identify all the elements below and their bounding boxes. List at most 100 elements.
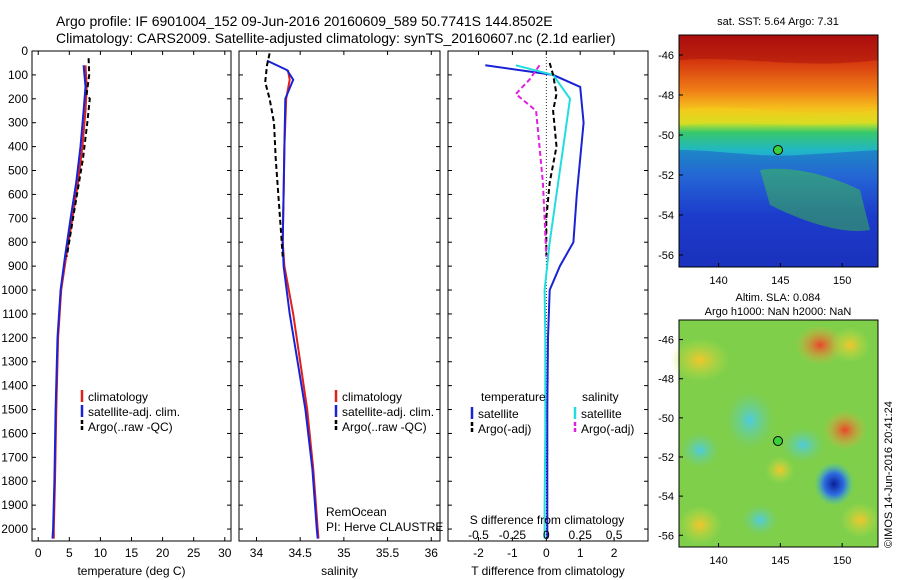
annotation-text: PI: Herve CLAUSTRE [326, 520, 443, 534]
s-tick-label: -0.5 [468, 528, 489, 542]
difference-series-s-satellite [515, 64, 572, 539]
sst-map: sat. SST: 5.64 Argo: 7.31 -46 -48 -50 -52 -5… [658, 16, 879, 287]
difference-xlabel: T difference from climatology [471, 564, 625, 578]
x-tick-label: 15 [125, 546, 139, 560]
y-tick-label: 1900 [1, 498, 28, 512]
x-tick-label: 34 [250, 546, 264, 560]
y-tick-label: 700 [8, 211, 28, 225]
map-y-tick-label: -56 [658, 530, 674, 542]
map-y-tick-label: -48 [658, 374, 674, 386]
temperature-frame [31, 50, 232, 542]
sst-map-title: sat. SST: 5.64 Argo: 7.31 [717, 16, 839, 28]
legend-label: Argo(-adj) [478, 422, 531, 436]
y-tick-label: 300 [8, 116, 28, 130]
map-x-tick-label: 140 [709, 555, 727, 567]
difference-series-t-argo [545, 62, 558, 257]
map-y-tick-label: -46 [658, 50, 674, 62]
y-tick-label: 1700 [1, 450, 28, 464]
temperature-xlabel: temperature (deg C) [77, 564, 185, 578]
y-tick-label: 400 [8, 140, 28, 154]
legend-label: satellite [581, 407, 622, 421]
x-tick-label: 34.5 [288, 546, 312, 560]
y-tick-label: 1000 [1, 283, 28, 297]
map-x-tick-label: 140 [709, 275, 727, 287]
salinity-frame [238, 50, 441, 542]
legend-label: Argo(-adj) [581, 422, 634, 436]
map-y-tick-label: -52 [658, 170, 674, 182]
y-tick-label: 800 [8, 235, 28, 249]
legend-label: climatology [342, 390, 402, 404]
x-tick-label: 25 [187, 546, 201, 560]
map-y-tick-label: -50 [658, 130, 674, 142]
annotation-text: RemOcean [326, 505, 387, 519]
map-y-tick-label: -56 [658, 250, 674, 262]
map-y-tick-label: -52 [658, 452, 674, 464]
map-x-tick-label: 150 [833, 275, 851, 287]
temperature-panel: 0 5 10 15 20 25 30 temperature (deg C) 0 100 200 30… [1, 44, 231, 578]
sla-map: Altim. SLA: 0.084 Argo h1000: NaN h2000:… [658, 292, 880, 567]
difference-series-s-argo [514, 64, 548, 257]
map-x-tick-label: 145 [771, 555, 789, 567]
salinity-xlabel: salinity [321, 564, 358, 578]
s-tick-label: 0.25 [569, 528, 593, 542]
sla-map-title-2: Argo h1000: NaN h2000: NaN [705, 306, 852, 318]
y-tick-label: 1600 [1, 426, 28, 440]
x-tick-label: 35 [337, 546, 351, 560]
imos-stamp: ©IMOS 14-Jun-2016 20:41:24 [883, 401, 895, 548]
x-tick-label: 1 [577, 546, 584, 560]
legend-label: satellite-adj. clim. [342, 405, 434, 419]
sst-map-patches [679, 35, 878, 267]
y-tick-label: 0 [21, 44, 28, 58]
argo-location-marker-sla [773, 436, 783, 446]
map-y-tick-label: -54 [658, 491, 674, 503]
map-y-tick-label: -50 [658, 413, 674, 425]
x-tick-label: 30 [218, 546, 232, 560]
header-line-1: Argo profile: IF 6901004_152 09-Jun-2016… [56, 13, 553, 29]
legend-label: climatology [88, 390, 148, 404]
argo-location-marker [773, 145, 783, 155]
y-tick-label: 1200 [1, 331, 28, 345]
x-tick-label: 5 [66, 546, 73, 560]
header-line-2: Climatology: CARS2009. Satellite-adjuste… [56, 30, 616, 46]
s-tick-label: 0 [543, 528, 550, 542]
x-tick-label: 36 [425, 546, 439, 560]
salinity-panel: 34 34.5 35 35.5 36 salinity climatologysatelli… [238, 50, 443, 578]
y-tick-label: 1500 [1, 403, 28, 417]
legend-title-salinity: salinity [582, 390, 619, 404]
map-y-tick-label: -54 [658, 210, 674, 222]
temperature-series-argo [65, 58, 91, 257]
x-tick-label: 2 [611, 546, 618, 560]
y-tick-label: 1100 [2, 307, 28, 321]
y-tick-label: 1300 [1, 355, 28, 369]
x-tick-label: -2 [473, 546, 484, 560]
y-tick-label: 200 [8, 92, 28, 106]
s-tick-label: -0.25 [499, 528, 527, 542]
x-tick-label: 10 [94, 546, 108, 560]
y-tick-label: 600 [8, 187, 28, 201]
salinity-series-argo [264, 53, 284, 257]
difference-series-t-satellite [485, 64, 585, 539]
sla-map-title-1: Altim. SLA: 0.084 [736, 292, 821, 304]
x-tick-label: -1 [507, 546, 518, 560]
difference-xlabel-top: S difference from climatology [470, 513, 625, 527]
y-tick-label: 100 [8, 68, 28, 82]
y-tick-label: 500 [8, 164, 28, 178]
x-tick-label: 0 [35, 546, 42, 560]
legend-label: satellite [478, 407, 519, 421]
x-tick-label: 20 [156, 546, 170, 560]
map-y-tick-label: -46 [658, 335, 674, 347]
y-tick-label: 1800 [1, 474, 28, 488]
map-y-tick-label: -48 [658, 90, 674, 102]
y-tick-label: 2000 [1, 522, 28, 536]
legend-title-temperature: temperature [481, 390, 546, 404]
x-tick-label: 0 [543, 546, 550, 560]
legend-label: Argo(..raw -QC) [342, 420, 427, 434]
y-tick-label: 1400 [1, 379, 28, 393]
map-x-tick-label: 145 [771, 275, 789, 287]
temperature-series-satellite [51, 65, 87, 539]
y-tick-label: 900 [8, 259, 28, 273]
s-tick-label: 0.5 [606, 528, 623, 542]
legend-label: satellite-adj. clim. [88, 405, 180, 419]
legend-label: Argo(..raw -QC) [88, 420, 173, 434]
